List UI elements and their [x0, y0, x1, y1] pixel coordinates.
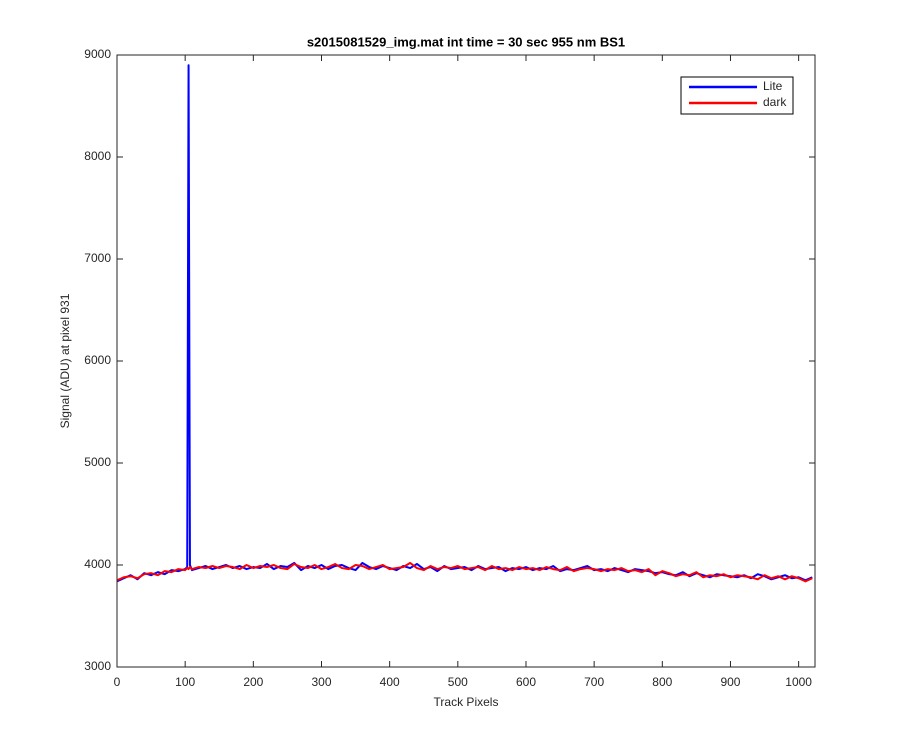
x-tick-label: 200 — [243, 675, 263, 689]
y-tick-label: 4000 — [84, 557, 111, 571]
x-tick-label: 500 — [448, 675, 468, 689]
x-tick-label: 800 — [652, 675, 672, 689]
axes-box — [116, 54, 816, 668]
y-tick-label: 3000 — [84, 659, 111, 673]
legend-label: dark — [763, 95, 787, 109]
x-tick-label: 1000 — [785, 675, 812, 689]
x-tick-label: 100 — [175, 675, 195, 689]
y-axis-label: Signal (ADU) at pixel 931 — [58, 293, 72, 428]
x-tick-label: 400 — [380, 675, 400, 689]
x-tick-label: 900 — [720, 675, 740, 689]
x-tick-label: 600 — [516, 675, 536, 689]
data-line — [116, 561, 813, 583]
x-axis-label: Track Pixels — [434, 695, 499, 709]
y-tick-label: 9000 — [84, 47, 111, 61]
y-tick-label: 6000 — [84, 353, 111, 367]
y-tick-label: 5000 — [84, 455, 111, 469]
x-tick-label: 300 — [311, 675, 331, 689]
x-tick-label: 700 — [584, 675, 604, 689]
x-tick-label: 0 — [114, 675, 121, 689]
chart-title: s2015081529_img.mat int time = 30 sec 95… — [307, 34, 625, 49]
y-tick-label: 8000 — [84, 149, 111, 163]
legend-label: Lite — [763, 79, 783, 93]
y-tick-label: 7000 — [84, 251, 111, 265]
legend-box — [680, 76, 794, 115]
